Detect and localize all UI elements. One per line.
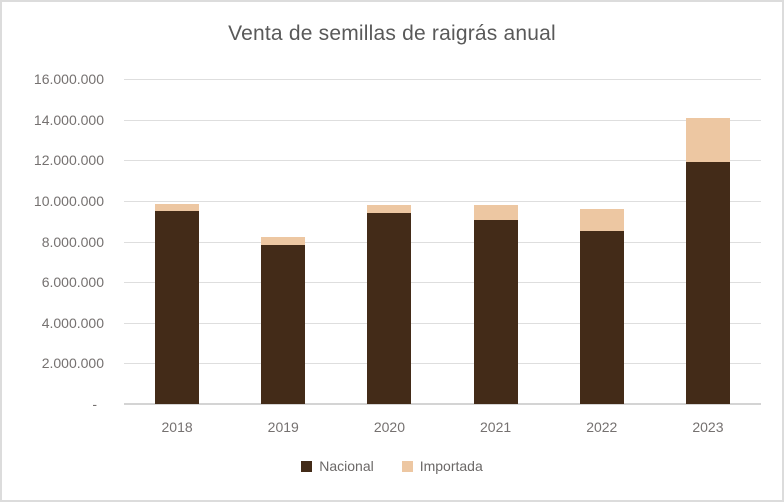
bar-group-2023 [655,79,761,404]
y-axis-label: - [92,396,97,412]
bar-2021 [473,79,518,404]
y-axis-label: 12.000.000 [33,152,104,169]
x-axis-label: 2019 [267,419,299,435]
bar-2022 [579,79,624,404]
chart-title: Venta de semillas de raigrás anual [228,22,556,45]
x-axis-label: 2023 [692,419,724,435]
bar-group-2020 [336,79,442,404]
bar-segment-importada [261,237,306,245]
bar-group-2022 [549,79,655,404]
y-axis-label: 4.000.000 [41,314,104,331]
legend: Nacional Importada [2,458,782,474]
gridline [124,363,761,365]
legend-swatch-nacional-icon [301,460,313,472]
x-axis-line [124,403,761,405]
bar-group-2021 [443,79,549,404]
gridline [124,119,761,121]
plot-area [124,79,761,405]
bar-group-2019 [230,79,336,404]
bars [124,79,761,404]
bar-segment-importada [579,209,624,232]
bar-segment-nacional [473,220,518,404]
bar-group-2018 [124,79,230,404]
y-axis-label: 6.000.000 [41,274,104,291]
bar-segment-importada [155,203,200,212]
x-axis-label: 2020 [373,419,405,435]
y-axis-label: 16.000.000 [33,71,104,87]
x-axis-label: 2022 [586,419,618,435]
bar-segment-importada [685,117,730,163]
bar-segment-nacional [367,213,412,404]
y-axis: 16.000.000 14.000.000 12.000.000 10.000.000… [2,71,104,412]
x-axis-label: 2018 [161,419,193,435]
bar-segment-nacional [155,211,200,404]
y-axis-label: 8.000.000 [41,233,104,250]
y-axis-label: 14.000.000 [33,111,104,128]
gridline [124,322,761,324]
gridline [124,160,761,162]
bar-segment-nacional [579,231,624,404]
legend-item-importada: Importada [401,458,483,474]
bar-2019 [261,79,306,404]
gridline [124,200,761,202]
x-axis-label: 2021 [480,419,512,435]
legend-label: Nacional [319,458,374,474]
gridline [124,241,761,243]
gridline [124,79,761,80]
bar-segment-nacional [685,162,730,404]
legend-label: Importada [419,458,483,474]
x-axis: 2018 2019 2020 2021 2022 2023 [124,419,761,435]
bar-segment-importada [473,204,518,221]
legend-swatch-importada-icon [401,460,413,472]
y-axis-label: 10.000.000 [33,192,104,209]
gridline [124,282,761,284]
bar-2020 [367,79,412,404]
y-axis-label: 2.000.000 [41,355,104,372]
bar-segment-importada [367,204,412,214]
legend-item-nacional: Nacional [301,458,374,474]
bar-2023 [685,79,730,404]
bar-segment-nacional [261,244,306,404]
bar-2018 [155,79,200,404]
